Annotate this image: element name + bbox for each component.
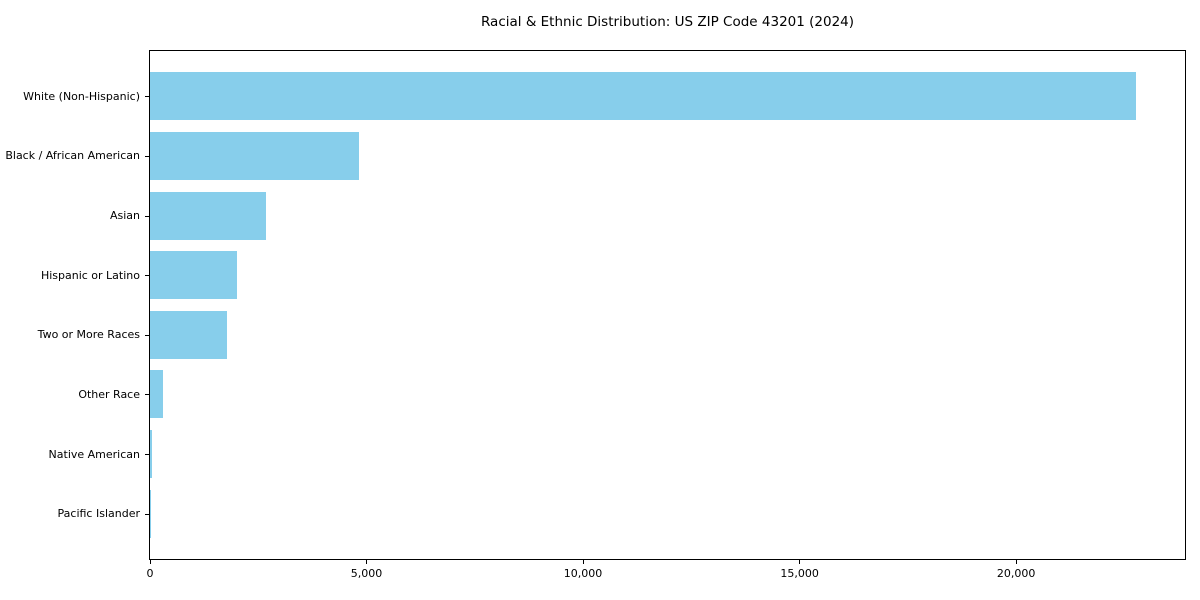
x-axis-tick: [799, 560, 801, 564]
plot-area: [149, 50, 1186, 560]
y-tick-label: White (Non-Hispanic): [23, 89, 140, 103]
y-axis-tick: [145, 96, 149, 97]
y-tick-label: Other Race: [78, 387, 140, 401]
y-axis-tick: [145, 216, 149, 217]
y-axis-tick: [145, 275, 149, 276]
bar: [150, 370, 163, 419]
x-axis-tick: [1015, 560, 1017, 564]
y-tick-label: Pacific Islander: [57, 507, 140, 521]
y-axis-tick: [145, 514, 149, 515]
y-axis-tick: [145, 335, 149, 336]
bar: [150, 251, 237, 300]
chart-title: Racial & Ethnic Distribution: US ZIP Cod…: [480, 14, 855, 30]
x-axis-tick: [149, 560, 151, 564]
y-axis-tick: [145, 156, 149, 157]
bar: [150, 72, 1137, 121]
y-tick-label: Asian: [109, 209, 140, 223]
bar: [150, 310, 227, 359]
y-tick-label: Native American: [48, 447, 140, 461]
x-tick-label: 0: [146, 567, 154, 580]
y-tick-label: Hispanic or Latino: [40, 268, 140, 282]
x-tick-label: 5,000: [350, 567, 383, 580]
x-tick-label: 20,000: [996, 567, 1036, 580]
x-tick-label: 15,000: [780, 567, 819, 580]
bar: [150, 430, 153, 479]
y-tick-label: Two or More Races: [37, 328, 140, 342]
x-tick-label: 10,000: [563, 567, 603, 580]
y-axis-tick: [145, 454, 149, 455]
bar: [150, 489, 151, 538]
x-axis-tick: [582, 560, 584, 564]
y-axis-tick: [145, 394, 149, 395]
bar: [150, 191, 267, 240]
x-axis-tick: [366, 560, 368, 564]
y-tick-label: Black / African American: [5, 149, 140, 163]
bar: [150, 131, 359, 180]
